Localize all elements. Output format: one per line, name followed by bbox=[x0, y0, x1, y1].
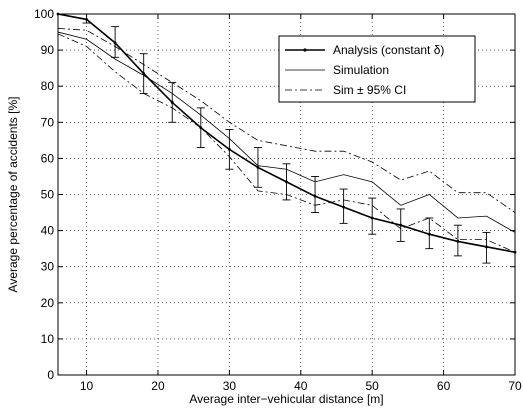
x-tick-label: 10 bbox=[80, 379, 94, 393]
y-tick-label: 30 bbox=[41, 260, 55, 274]
y-tick-label: 100 bbox=[34, 7, 54, 21]
x-tick-label: 20 bbox=[151, 379, 165, 393]
y-tick-label: 0 bbox=[47, 368, 54, 382]
legend-label-analysis: Analysis (constant δ) bbox=[333, 43, 444, 57]
y-tick-label: 70 bbox=[41, 115, 55, 129]
y-tick-label: 60 bbox=[41, 151, 55, 165]
legend-marker bbox=[303, 48, 307, 52]
x-tick-label: 40 bbox=[294, 379, 308, 393]
x-axis-label: Average inter−vehicular distance [m] bbox=[189, 392, 383, 406]
legend-box bbox=[278, 35, 476, 103]
x-tick-label: 70 bbox=[508, 379, 522, 393]
x-tick-label: 50 bbox=[366, 379, 380, 393]
legend-label-sim-ci: Sim ± 95% CI bbox=[333, 83, 406, 97]
series-line-1 bbox=[57, 31, 516, 233]
legend-label-simulation: Simulation bbox=[333, 63, 389, 77]
y-tick-label: 80 bbox=[41, 79, 55, 93]
y-tick-label: 50 bbox=[41, 188, 55, 202]
legend: Analysis (constant δ) Simulation Sim ± 9… bbox=[278, 35, 476, 103]
x-tick-label: 30 bbox=[223, 379, 237, 393]
y-axis-label: Average percentage of accidents [%] bbox=[6, 97, 20, 293]
x-tick-label: 60 bbox=[437, 379, 451, 393]
y-tick-label: 20 bbox=[41, 296, 55, 310]
y-tick-label: 90 bbox=[41, 43, 55, 57]
series-line-2 bbox=[57, 28, 516, 213]
axes: 10 20 30 40 50 60 70 0 10 20 30 40 50 60 70 80 90 100 bbox=[34, 7, 522, 393]
y-tick-label: 40 bbox=[41, 224, 55, 238]
y-tick-label: 10 bbox=[41, 332, 55, 346]
plot-area bbox=[56, 12, 517, 264]
series-line-3 bbox=[57, 33, 516, 253]
